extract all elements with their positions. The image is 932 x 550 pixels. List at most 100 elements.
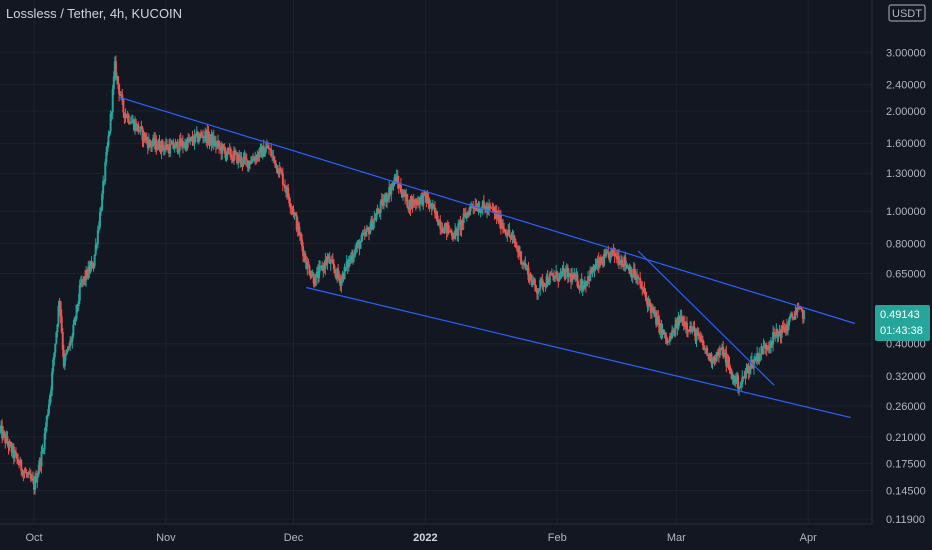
candle-body bbox=[478, 207, 481, 213]
candle-body bbox=[197, 139, 200, 143]
candle-body bbox=[245, 159, 248, 161]
candle-body bbox=[269, 148, 272, 150]
candle-body bbox=[506, 235, 509, 237]
candle-body bbox=[760, 346, 763, 355]
candle-body bbox=[167, 146, 170, 150]
candle-body bbox=[606, 251, 609, 253]
candle-body bbox=[370, 219, 373, 229]
candle-body bbox=[77, 300, 80, 307]
candle-body bbox=[628, 266, 631, 275]
price-axis[interactable]: 3.00000 2.40000 2.00000 1.60000 1.30000 1.000… bbox=[886, 47, 926, 526]
trendline-channel-upper[interactable] bbox=[118, 96, 856, 325]
candle-body bbox=[710, 353, 713, 364]
candle-body bbox=[53, 352, 56, 360]
candle-body bbox=[222, 144, 225, 148]
currency-badge[interactable] bbox=[888, 4, 926, 22]
candle-body bbox=[61, 332, 64, 350]
candle-body bbox=[435, 211, 437, 214]
candle-body bbox=[70, 340, 73, 342]
candle-body bbox=[92, 266, 95, 269]
candle-body bbox=[333, 269, 336, 273]
candle-body bbox=[318, 266, 321, 279]
candle-body bbox=[24, 472, 27, 474]
candle-body bbox=[647, 299, 650, 307]
candle-body bbox=[244, 156, 247, 160]
candle-body bbox=[444, 222, 447, 226]
candle-body bbox=[771, 341, 774, 345]
candle-body bbox=[141, 127, 144, 141]
candle-body bbox=[526, 267, 529, 269]
candle-body bbox=[788, 319, 791, 326]
candle-body bbox=[276, 165, 279, 174]
candle-body bbox=[717, 352, 720, 356]
candle-body bbox=[280, 170, 283, 174]
candle-body bbox=[670, 336, 673, 339]
candle-body bbox=[194, 134, 197, 136]
x-tick-label: Nov bbox=[156, 532, 176, 544]
candle-body bbox=[618, 263, 621, 265]
candle-body bbox=[63, 355, 66, 367]
candle-body bbox=[335, 272, 338, 279]
candle-body bbox=[159, 150, 162, 153]
candle-body bbox=[198, 133, 201, 140]
candle-body bbox=[228, 148, 231, 150]
candle-body bbox=[690, 325, 693, 332]
trendline-descending-line[interactable] bbox=[637, 250, 775, 386]
candle-body bbox=[637, 276, 640, 279]
candle-body bbox=[458, 222, 461, 224]
candle-body bbox=[227, 148, 230, 150]
candle-body bbox=[700, 339, 703, 342]
candle-body bbox=[110, 112, 113, 114]
candle-body bbox=[697, 331, 700, 337]
candle-body bbox=[559, 272, 562, 274]
candle-body bbox=[493, 208, 496, 214]
candle-body bbox=[75, 304, 78, 319]
candle-body bbox=[414, 199, 417, 204]
candle-body bbox=[237, 154, 240, 164]
candle-body bbox=[452, 236, 455, 238]
candle-body bbox=[489, 205, 492, 207]
candle-body bbox=[120, 94, 123, 96]
current-price-label: 0.49143 01:43:38 bbox=[875, 304, 930, 341]
candle-body bbox=[26, 474, 29, 476]
candle-body bbox=[595, 263, 598, 266]
candle-body bbox=[742, 376, 745, 378]
candle-body bbox=[389, 186, 392, 195]
candle-body bbox=[270, 149, 273, 157]
candle-body bbox=[67, 346, 70, 351]
y-tick-label: 0.17500 bbox=[886, 458, 926, 470]
candle-body bbox=[767, 345, 770, 348]
candle-body bbox=[392, 183, 395, 185]
candle-body bbox=[433, 207, 436, 214]
candle-body bbox=[328, 256, 331, 264]
candle-body bbox=[427, 196, 430, 204]
y-tick-label: 1.60000 bbox=[886, 138, 926, 150]
candle-body bbox=[631, 275, 634, 278]
candle-body bbox=[608, 254, 611, 261]
candle-body bbox=[712, 356, 715, 363]
candle-body bbox=[43, 432, 46, 450]
candle-body bbox=[413, 199, 416, 204]
candle-body bbox=[305, 261, 308, 269]
candle-body bbox=[632, 268, 635, 276]
candle-body bbox=[542, 283, 545, 288]
candle-body bbox=[277, 173, 280, 175]
candle-body bbox=[507, 229, 510, 236]
candle-body bbox=[424, 191, 427, 196]
candle-body bbox=[565, 267, 568, 269]
candle-body bbox=[347, 259, 350, 268]
trendline-channel-lower[interactable] bbox=[306, 286, 851, 419]
candle-body bbox=[73, 318, 76, 325]
candle-body bbox=[360, 235, 363, 243]
candle-body bbox=[491, 207, 494, 209]
candle-body bbox=[698, 336, 701, 338]
candle-body bbox=[572, 274, 575, 280]
candle-body bbox=[764, 344, 767, 349]
candle-body bbox=[16, 453, 19, 459]
candle-body bbox=[127, 114, 130, 123]
candle-body bbox=[345, 261, 348, 268]
candle-body bbox=[41, 450, 44, 452]
time-axis[interactable]: Oct Nov Dec 2022 Feb Mar Apr bbox=[25, 532, 817, 544]
candle-body bbox=[530, 279, 533, 285]
